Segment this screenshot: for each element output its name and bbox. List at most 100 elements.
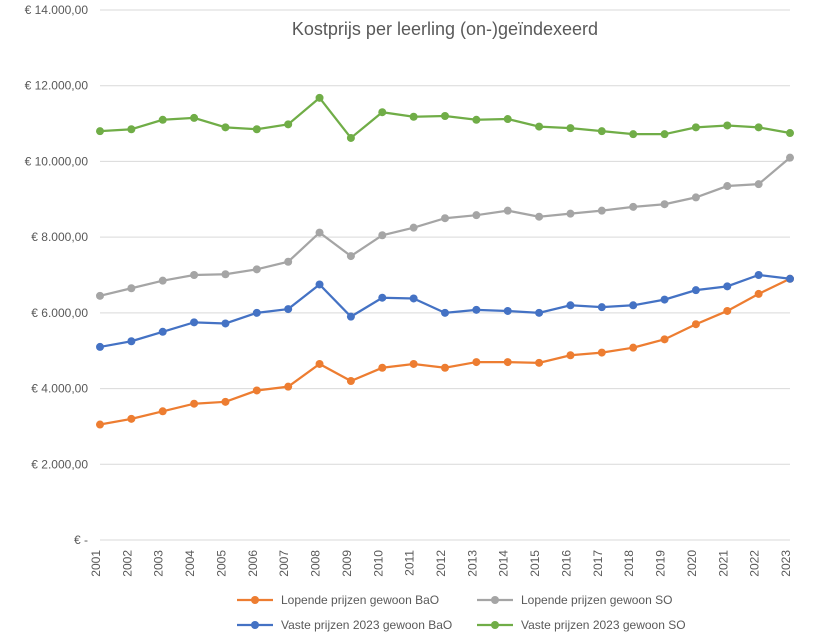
y-tick-label: € 4.000,00 [31, 382, 88, 396]
series-marker [96, 127, 104, 135]
series-marker [253, 309, 261, 317]
series-marker [755, 290, 763, 298]
series-marker [723, 307, 731, 315]
series-marker [566, 124, 574, 132]
y-tick-label: € 10.000,00 [25, 154, 89, 168]
x-tick-label: 2016 [559, 550, 573, 577]
x-tick-label: 2009 [340, 550, 354, 577]
series-marker [159, 277, 167, 285]
series-marker [253, 125, 261, 133]
series-marker [127, 337, 135, 345]
series-marker [441, 214, 449, 222]
series-marker [598, 349, 606, 357]
chart-container: € - € 2.000,00 € 4.000,00 € 6.000,00 € 8.000… [0, 0, 814, 644]
series-marker [253, 265, 261, 273]
series-marker [504, 115, 512, 123]
series-marker [221, 270, 229, 278]
x-tick-label: 2019 [654, 550, 668, 577]
series-marker [661, 130, 669, 138]
series-marker [566, 210, 574, 218]
series-marker [723, 121, 731, 129]
x-tick-label: 2017 [591, 550, 605, 577]
series-marker [190, 318, 198, 326]
x-tick-label: 2018 [622, 550, 636, 577]
series-marker [472, 116, 480, 124]
series-marker [692, 286, 700, 294]
y-tick-label: € 14.000,00 [25, 3, 89, 17]
y-tick-label: € 2.000,00 [31, 457, 88, 471]
series-marker [190, 400, 198, 408]
series-marker [504, 207, 512, 215]
x-tick-label: 2014 [497, 550, 511, 577]
series-marker [316, 229, 324, 237]
series-marker [661, 296, 669, 304]
series-marker [221, 398, 229, 406]
series-marker [221, 319, 229, 327]
series-marker [284, 120, 292, 128]
y-tick-label: € 12.000,00 [25, 79, 89, 93]
series-marker [378, 294, 386, 302]
series-marker [410, 113, 418, 121]
series-marker [629, 301, 637, 309]
x-tick-label: 2006 [246, 550, 260, 577]
x-tick-label: 2011 [403, 550, 417, 576]
x-tick-label: 2022 [748, 550, 762, 577]
series-marker [786, 154, 794, 162]
x-tick-label: 2021 [716, 550, 730, 577]
series-marker [159, 407, 167, 415]
series-marker [378, 108, 386, 116]
series-marker [347, 252, 355, 260]
series-marker [692, 123, 700, 131]
series-marker [127, 284, 135, 292]
legend-label: Lopende prijzen gewoon SO [521, 593, 672, 607]
series-marker [378, 231, 386, 239]
x-tick-label: 2023 [779, 550, 793, 577]
series-marker [190, 271, 198, 279]
series-marker [661, 335, 669, 343]
series-marker [127, 415, 135, 423]
series-marker [316, 280, 324, 288]
series-marker [786, 129, 794, 137]
x-tick-label: 2001 [89, 550, 103, 577]
series-marker [221, 123, 229, 131]
series-marker [786, 275, 794, 283]
series-marker [723, 182, 731, 190]
series-marker [316, 94, 324, 102]
x-tick-label: 2010 [371, 550, 385, 577]
series-marker [253, 386, 261, 394]
series-marker [316, 360, 324, 368]
chart-title: Kostprijs per leerling (on-)geïndexeerd [292, 19, 598, 39]
series-marker [535, 359, 543, 367]
x-tick-label: 2015 [528, 550, 542, 577]
x-tick-label: 2013 [465, 550, 479, 577]
series-marker [284, 258, 292, 266]
series-marker [378, 364, 386, 372]
series-marker [96, 421, 104, 429]
series-marker [441, 112, 449, 120]
series-marker [472, 211, 480, 219]
series-marker [284, 383, 292, 391]
series-marker [629, 344, 637, 352]
series-marker [566, 351, 574, 359]
legend-label: Vaste prijzen 2023 gewoon SO [521, 618, 686, 632]
series-marker [661, 200, 669, 208]
series-marker [159, 328, 167, 336]
series-marker [598, 303, 606, 311]
series-marker [692, 193, 700, 201]
series-marker [629, 203, 637, 211]
series-marker [723, 282, 731, 290]
y-tick-label: € 6.000,00 [31, 306, 88, 320]
series-marker [472, 306, 480, 314]
series-marker [566, 301, 574, 309]
series-marker [441, 364, 449, 372]
series-marker [441, 309, 449, 317]
x-tick-label: 2007 [277, 550, 291, 577]
series-marker [472, 358, 480, 366]
series-marker [504, 358, 512, 366]
y-tick-label: € 8.000,00 [31, 230, 88, 244]
series-marker [629, 130, 637, 138]
y-tick-label: € - [74, 533, 88, 547]
x-tick-label: 2002 [120, 550, 134, 577]
series-marker [190, 114, 198, 122]
series-marker [755, 180, 763, 188]
